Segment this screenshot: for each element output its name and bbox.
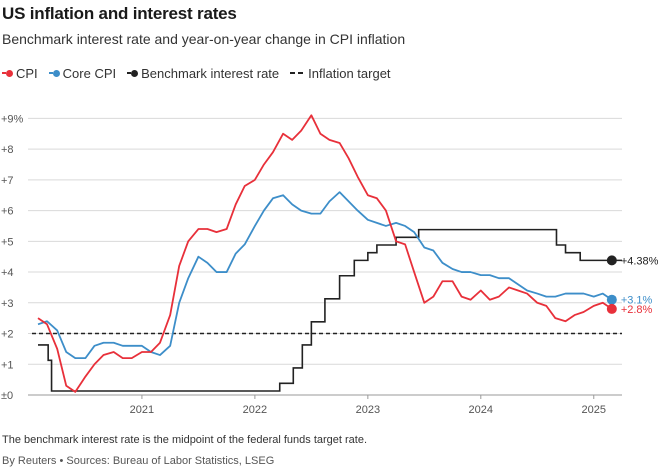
cpi-swatch-icon [2,69,13,77]
y-tick-label: +5 [1,236,14,248]
benchmark-end-marker [606,255,617,266]
legend-item-target: Inflation target [290,65,391,81]
legend-label-bench: Benchmark interest rate [141,65,280,81]
legend: CPI Core CPI Benchmark interest rate Inf… [2,64,402,82]
core-swatch-icon [48,69,60,77]
benchmark-rate-line [38,228,622,392]
cpi-line [37,114,613,393]
legend-label-core: Core CPI [62,65,117,81]
legend-item-core: Core CPI [48,65,117,81]
legend-item-cpi: CPI [2,66,38,81]
y-tick-label: +1 [1,359,14,371]
y-tick-label: +2 [1,329,14,341]
dashed-line-icon [290,72,304,74]
x-tick-label: 2023 [356,404,380,416]
core-cpi-line [37,191,613,360]
cpi-end-label: +2.8% [621,304,653,316]
core-cpi-end-marker [606,294,617,305]
legend-label-cpi: CPI [16,65,38,81]
y-tick-label: +7 [1,175,14,187]
chart-subtitle: Benchmark interest rate and year-on-year… [2,31,406,47]
y-tick-label: +9% [1,113,24,125]
y-tick-label: +3 [1,298,14,310]
x-tick-label: 2025 [582,404,606,416]
x-tick-label: 2021 [130,404,154,416]
y-tick-label: +8 [1,144,14,156]
benchmark-end-label: +4.38% [621,255,659,267]
core-cpi-end-label: +3.1% [621,295,653,307]
line-chart: ±0 +1 +2 +3 +4 +5 +6 +7 +8 +9% 2021 2022 2023 2024 202… [1,113,659,416]
y-tick-label: +6 [1,206,14,218]
cpi-end-marker [606,303,617,314]
x-tick-label: 2024 [469,404,493,416]
legend-item-bench: Benchmark interest rate [127,66,279,81]
bench-swatch-icon [127,69,139,77]
chart-title: US inflation and interest rates [2,4,237,23]
footnote: The benchmark interest rate is the midpo… [2,434,368,446]
legend-label-target: Inflation target [308,65,391,81]
y-tick-label: +4 [1,267,14,279]
x-tick-label: 2022 [243,404,267,416]
source-note: By Reuters • Sources: Bureau of Labor St… [2,455,275,467]
y-tick-label: ±0 [1,390,13,402]
